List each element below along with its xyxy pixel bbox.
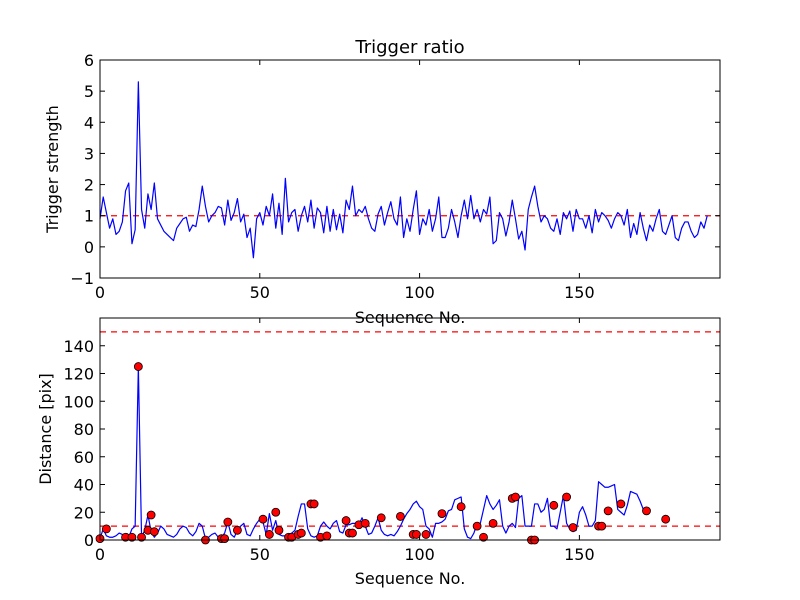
marker-point xyxy=(133,362,143,371)
marker-point xyxy=(146,510,156,520)
y-tick-label: 6 xyxy=(84,51,94,70)
x-tick-label: 50 xyxy=(250,545,270,564)
marker-point xyxy=(488,518,498,528)
y-axis-label-top: Trigger strength xyxy=(43,105,62,234)
x-tick-label: 100 xyxy=(404,545,435,564)
marker-point xyxy=(348,528,357,538)
y-tick-label: 80 xyxy=(74,420,94,439)
x-tick-label: 150 xyxy=(564,283,595,302)
marker-point xyxy=(562,492,571,502)
marker-point xyxy=(437,509,447,519)
marker-point xyxy=(360,518,370,528)
marker-point xyxy=(616,499,626,509)
x-tick-label: 150 xyxy=(564,545,595,564)
marker-point xyxy=(511,492,520,502)
marker-point xyxy=(661,514,671,524)
y-tick-label: 0 xyxy=(84,531,94,550)
x-tick-label: 50 xyxy=(250,283,270,302)
marker-point xyxy=(411,530,421,539)
marker-point xyxy=(127,532,137,542)
y-tick-label: −1 xyxy=(70,269,94,288)
y-tick-label: 20 xyxy=(74,503,94,522)
marker-point xyxy=(341,516,351,525)
marker-point xyxy=(233,525,242,535)
y-tick-label: 3 xyxy=(84,144,94,163)
marker-point xyxy=(296,528,306,538)
y-tick-label: 100 xyxy=(63,392,94,411)
marker-point xyxy=(472,521,482,531)
marker-point xyxy=(149,527,159,537)
marker-point xyxy=(376,513,386,523)
x-tick-label: 0 xyxy=(95,283,105,302)
marker-point xyxy=(264,530,274,539)
series-line-distance xyxy=(99,365,644,540)
y-axis-label-bottom: Distance [pix] xyxy=(36,373,55,485)
x-axis-label-bottom: Sequence No. xyxy=(355,569,466,588)
y-tick-label: 120 xyxy=(63,365,94,384)
marker-point xyxy=(597,521,607,531)
y-tick-label: 60 xyxy=(74,448,94,467)
plot-bottom: 0 50 100 150 0 20 40 60 80 100 120 140 Sequence No… xyxy=(36,317,721,588)
marker-point xyxy=(642,506,651,516)
marker-point xyxy=(309,499,319,509)
marker-point xyxy=(274,525,284,535)
marker-point xyxy=(220,534,230,544)
y-tick-label: 4 xyxy=(84,113,94,132)
y-tick-label: 140 xyxy=(63,337,94,356)
axes-frame-top xyxy=(99,59,721,279)
marker-point xyxy=(456,502,466,512)
marker-point xyxy=(322,531,332,541)
marker-point xyxy=(271,507,281,517)
y-tick-label: 40 xyxy=(74,476,94,495)
marker-point xyxy=(603,506,613,516)
marker-point xyxy=(549,500,559,510)
y-tick-label: 5 xyxy=(84,82,94,101)
marker-point xyxy=(137,532,146,542)
y-tick-label: 0 xyxy=(84,238,94,257)
marker-point xyxy=(223,517,233,527)
marker-point xyxy=(396,512,405,521)
chart-title: Trigger ratio xyxy=(354,37,464,58)
marker-point xyxy=(479,532,488,542)
x-tick-label: 0 xyxy=(95,545,105,564)
marker-point xyxy=(101,524,111,534)
x-tick-label: 100 xyxy=(404,283,435,302)
series-line-trigger-strength xyxy=(99,81,708,259)
marker-point xyxy=(568,523,578,532)
y-tick-label: 1 xyxy=(84,207,94,226)
marker-point xyxy=(421,530,431,539)
y-tick-label: 2 xyxy=(84,176,94,195)
marker-point xyxy=(258,514,268,524)
